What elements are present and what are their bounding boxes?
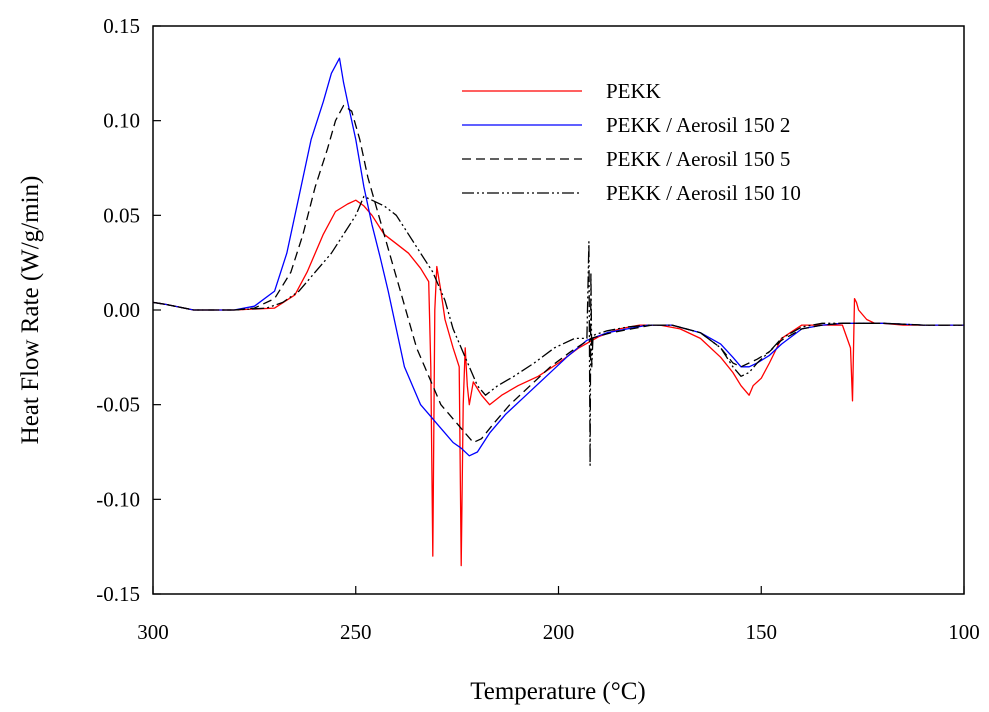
x-tick-label: 200 <box>543 620 575 644</box>
legend-label-2: PEKK / Aerosil 150 5 <box>606 147 790 171</box>
x-axis-title: Temperature (°C) <box>470 678 646 705</box>
x-axis-ticks: 300 250 200 150 100 <box>137 586 980 644</box>
legend: PEKK PEKK / Aerosil 150 2 PEKK / Aerosil 1… <box>462 79 801 205</box>
legend-label-3: PEKK / Aerosil 150 10 <box>606 181 801 205</box>
plot-frame <box>152 25 965 595</box>
x-tick-label: 100 <box>948 620 980 644</box>
y-tick-label: 0.05 <box>103 203 140 227</box>
y-tick-label: -0.10 <box>96 487 140 511</box>
series-line-1 <box>152 57 964 457</box>
x-tick-label: 300 <box>137 620 169 644</box>
series-line-2 <box>152 104 964 444</box>
y-tick-label: 0.00 <box>103 298 140 322</box>
y-tick-label: -0.05 <box>96 393 140 417</box>
series-line-0 <box>152 199 964 567</box>
y-tick-label: -0.15 <box>96 582 140 606</box>
legend-label-1: PEKK / Aerosil 150 2 <box>606 113 790 137</box>
series-line-3 <box>152 195 964 466</box>
series-lines <box>152 57 964 567</box>
y-axis-title: Heat Flow Rate (W/g/min) <box>17 176 44 445</box>
y-tick-label: 0.15 <box>103 14 140 38</box>
y-axis-ticks: -0.15 -0.10 -0.05 0.00 0.05 0.10 0.15 <box>96 14 161 606</box>
x-tick-label: 150 <box>746 620 778 644</box>
x-tick-label: 250 <box>340 620 372 644</box>
legend-label-0: PEKK <box>606 79 661 103</box>
y-tick-label: 0.10 <box>103 109 140 133</box>
